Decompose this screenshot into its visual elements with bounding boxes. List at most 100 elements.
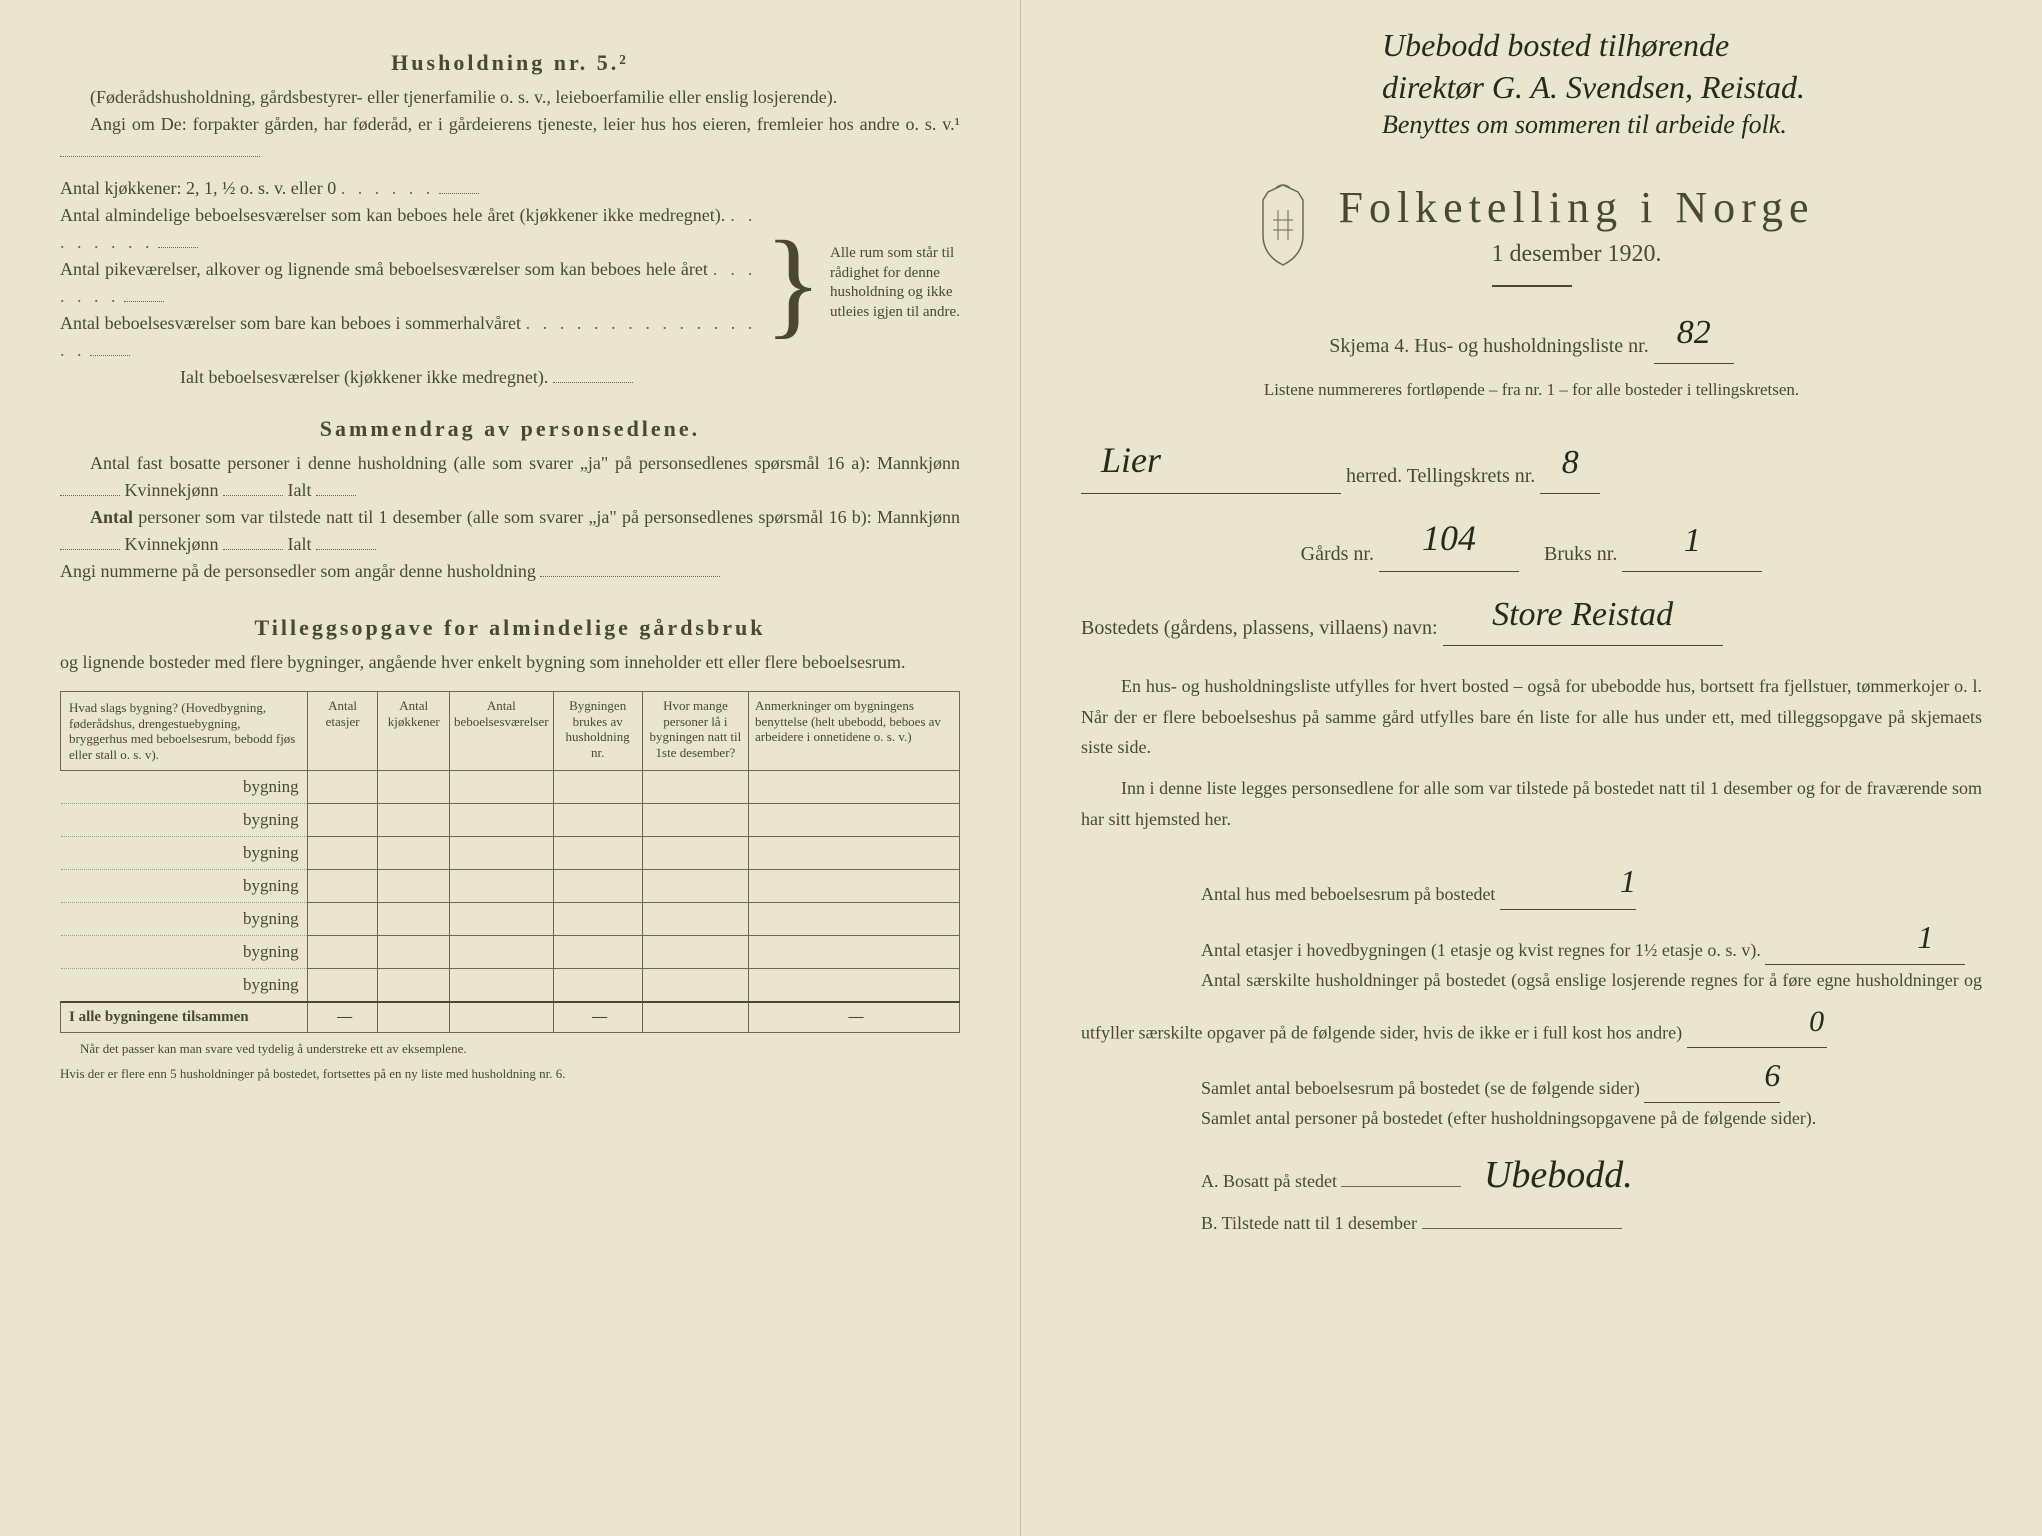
summary-l1-text: Antal fast bosatte personer i denne hush… <box>90 453 960 473</box>
tilstede-b-label: B. Tilstede natt til 1 desember <box>1201 1213 1417 1233</box>
subtitle: 1 desember 1920. <box>1338 241 1814 268</box>
th-anmerkninger: Anmerkninger om bygningens benyttelse (h… <box>749 692 960 771</box>
hw-top-l2: direktør G. A. Svendsen, Reistad. <box>1382 67 1982 109</box>
main-title: Folketelling i Norge <box>1338 182 1814 233</box>
fill-line <box>223 549 283 550</box>
rooms1-text: Antal almindelige beboelsesværelser som … <box>60 205 725 225</box>
fill-line <box>1422 1228 1622 1229</box>
antal-hus-line: Antal hus med beboelsesrum på bostedet 1 <box>1081 854 1982 909</box>
antal-saer-line: Antal særskilte husholdninger på bostede… <box>1081 965 1982 1048</box>
bygning-label: bygning <box>61 804 308 837</box>
bygning-label: bygning <box>61 903 308 936</box>
bygning-label: bygning <box>61 936 308 969</box>
coat-of-arms-icon <box>1248 180 1318 270</box>
para2-text: Inn i denne liste legges personsedlene f… <box>1081 778 1982 829</box>
document-spread: Husholdning nr. 5.² (Føderådshusholdning… <box>0 0 2042 1536</box>
summary-row-label: I alle bygningene tilsammen <box>61 1002 308 1033</box>
antal-saer-label: Antal særskilte husholdninger på bostede… <box>1081 970 1982 1042</box>
paragraph-2: Inn i denne liste legges personsedlene f… <box>1081 773 1982 834</box>
divider <box>1492 285 1572 287</box>
bygning-label: bygning <box>61 771 308 804</box>
bruks-nr-value: 1 <box>1622 510 1762 572</box>
brace-left-content: Antal kjøkkener: 2, 1, ½ o. s. v. eller … <box>60 175 756 391</box>
table-row: bygning <box>61 903 960 936</box>
krets-nr-value: 8 <box>1540 432 1600 494</box>
ialt-label2: Ialt <box>288 534 312 554</box>
antal-saer-value: 0 <box>1687 996 1827 1048</box>
tilstede-b-line: B. Tilstede natt til 1 desember <box>1081 1208 1982 1239</box>
building-table: Hvad slags bygning? (Hovedbygning, føder… <box>60 691 960 1033</box>
table-body: bygning bygning bygning bygning bygning … <box>61 771 960 1033</box>
bosatt-a-line: A. Bosatt på stedet Ubebodd. <box>1081 1143 1982 1208</box>
dot-leader: . . . . . . <box>341 178 435 198</box>
samlet-rum-label: Samlet antal beboelsesrum på bostedet (s… <box>1201 1077 1640 1097</box>
brace-note: Alle rum som står til rådighet for denne… <box>830 244 960 322</box>
fill-line <box>223 495 283 496</box>
bruks-label: Bruks nr. <box>1544 543 1617 565</box>
antal-etasjer-value: 1 <box>1765 910 1965 965</box>
table-row: bygning <box>61 771 960 804</box>
summary-line1: Antal fast bosatte personer i denne hush… <box>60 450 960 504</box>
left-page: Husholdning nr. 5.² (Føderådshusholdning… <box>0 0 1021 1536</box>
antal-bold: Antal <box>90 507 133 527</box>
skjema-nr-value: 82 <box>1654 302 1734 364</box>
brace-icon: } <box>756 241 830 325</box>
household-5-title: Husholdning nr. 5.² <box>60 50 960 76</box>
gards-label: Gårds nr. <box>1301 543 1374 565</box>
samlet-rum-line: Samlet antal beboelsesrum på bostedet (s… <box>1081 1048 1982 1103</box>
herred-line: Lier herred. Tellingskrets nr. 8 <box>1081 428 1982 494</box>
rooms2-line: Antal pikeværelser, alkover og lignende … <box>60 256 756 310</box>
tillegg-sub: og lignende bosteder med flere bygninger… <box>60 649 960 676</box>
herred-value: Lier <box>1081 428 1341 494</box>
summary-l2-text: personer som var tilstede natt til 1 des… <box>138 507 960 527</box>
fill-line <box>158 247 198 248</box>
th-kjokkener: Antal kjøkkener <box>378 692 449 771</box>
summary-line2: Antal personer som var tilstede natt til… <box>60 504 960 558</box>
samlet-pers-line: Samlet antal personer på bostedet (efter… <box>1081 1103 1982 1134</box>
fill-line <box>316 495 356 496</box>
fill-line <box>60 549 120 550</box>
th-bygning: Hvad slags bygning? (Hovedbygning, føder… <box>61 692 308 771</box>
bygning-label: bygning <box>61 870 308 903</box>
summary-title: Sammendrag av personsedlene. <box>60 416 960 442</box>
table-row: bygning <box>61 936 960 969</box>
fill-line <box>60 156 260 157</box>
tillegg-title: Tilleggsopgave for almindelige gårdsbruk <box>60 615 960 641</box>
antal-hus-value: 1 <box>1500 854 1636 909</box>
herred-label: herred. Tellingskrets nr. <box>1346 465 1535 487</box>
skjema-label: Skjema 4. Hus- og husholdningsliste nr. <box>1329 335 1648 357</box>
handwritten-top-note: Ubebodd bosted tilhørende direktør G. A.… <box>1382 25 1982 142</box>
fill-line <box>1341 1186 1461 1187</box>
table-row: bygning <box>61 969 960 1003</box>
fill-line <box>540 576 720 577</box>
household-5-sub2: Angi om De: forpakter gården, har føderå… <box>60 111 960 165</box>
bosted-line: Bostedets (gårdens, plassens, villaens) … <box>1081 584 1982 646</box>
kitchens-text: Antal kjøkkener: 2, 1, ½ o. s. v. eller … <box>60 178 336 198</box>
table-row: bygning <box>61 837 960 870</box>
rooms3-line: Antal beboelsesværelser som bare kan beb… <box>60 310 756 364</box>
household-5-sub2-text: Angi om De: forpakter gården, har føderå… <box>90 114 960 134</box>
fill-line <box>90 355 130 356</box>
bygning-label: bygning <box>61 969 308 1003</box>
summary-l3-text: Angi nummerne på de personsedler som ang… <box>60 561 536 581</box>
skjema-line: Skjema 4. Hus- og husholdningsliste nr. … <box>1081 302 1982 364</box>
fill-line <box>553 382 633 383</box>
title-block: Folketelling i Norge 1 desember 1920. <box>1338 182 1814 268</box>
gards-nr-value: 104 <box>1379 506 1519 572</box>
listene-line: Listene nummereres fortløpende – fra nr.… <box>1081 376 1982 403</box>
ialt-label: Ialt <box>288 480 312 500</box>
summary-line3: Angi nummerne på de personsedler som ang… <box>60 558 960 585</box>
th-personer: Hvor mange personer lå i bygningen natt … <box>642 692 748 771</box>
th-etasjer: Antal etasjer <box>307 692 378 771</box>
antal-etasjer-label: Antal etasjer i hovedbygningen (1 etasje… <box>1201 939 1761 959</box>
rooms3-text: Antal beboelsesværelser som bare kan beb… <box>60 313 521 333</box>
th-vaerelser: Antal beboelsesværelser <box>449 692 553 771</box>
antal-hus-label: Antal hus med beboelsesrum på bostedet <box>1201 884 1495 904</box>
th-husholdning: Bygningen brukes av husholdning nr. <box>553 692 642 771</box>
table-header: Hvad slags bygning? (Hovedbygning, føder… <box>61 692 960 771</box>
footnote-2: Hvis der er flere enn 5 husholdninger på… <box>60 1066 960 1083</box>
antal-etasjer-line: Antal etasjer i hovedbygningen (1 etasje… <box>1081 910 1982 965</box>
table-summary-row: I alle bygningene tilsammen ——— <box>61 1002 960 1033</box>
fill-line <box>124 301 164 302</box>
household-5-sub1: (Føderådshusholdning, gårdsbestyrer- ell… <box>60 84 960 111</box>
